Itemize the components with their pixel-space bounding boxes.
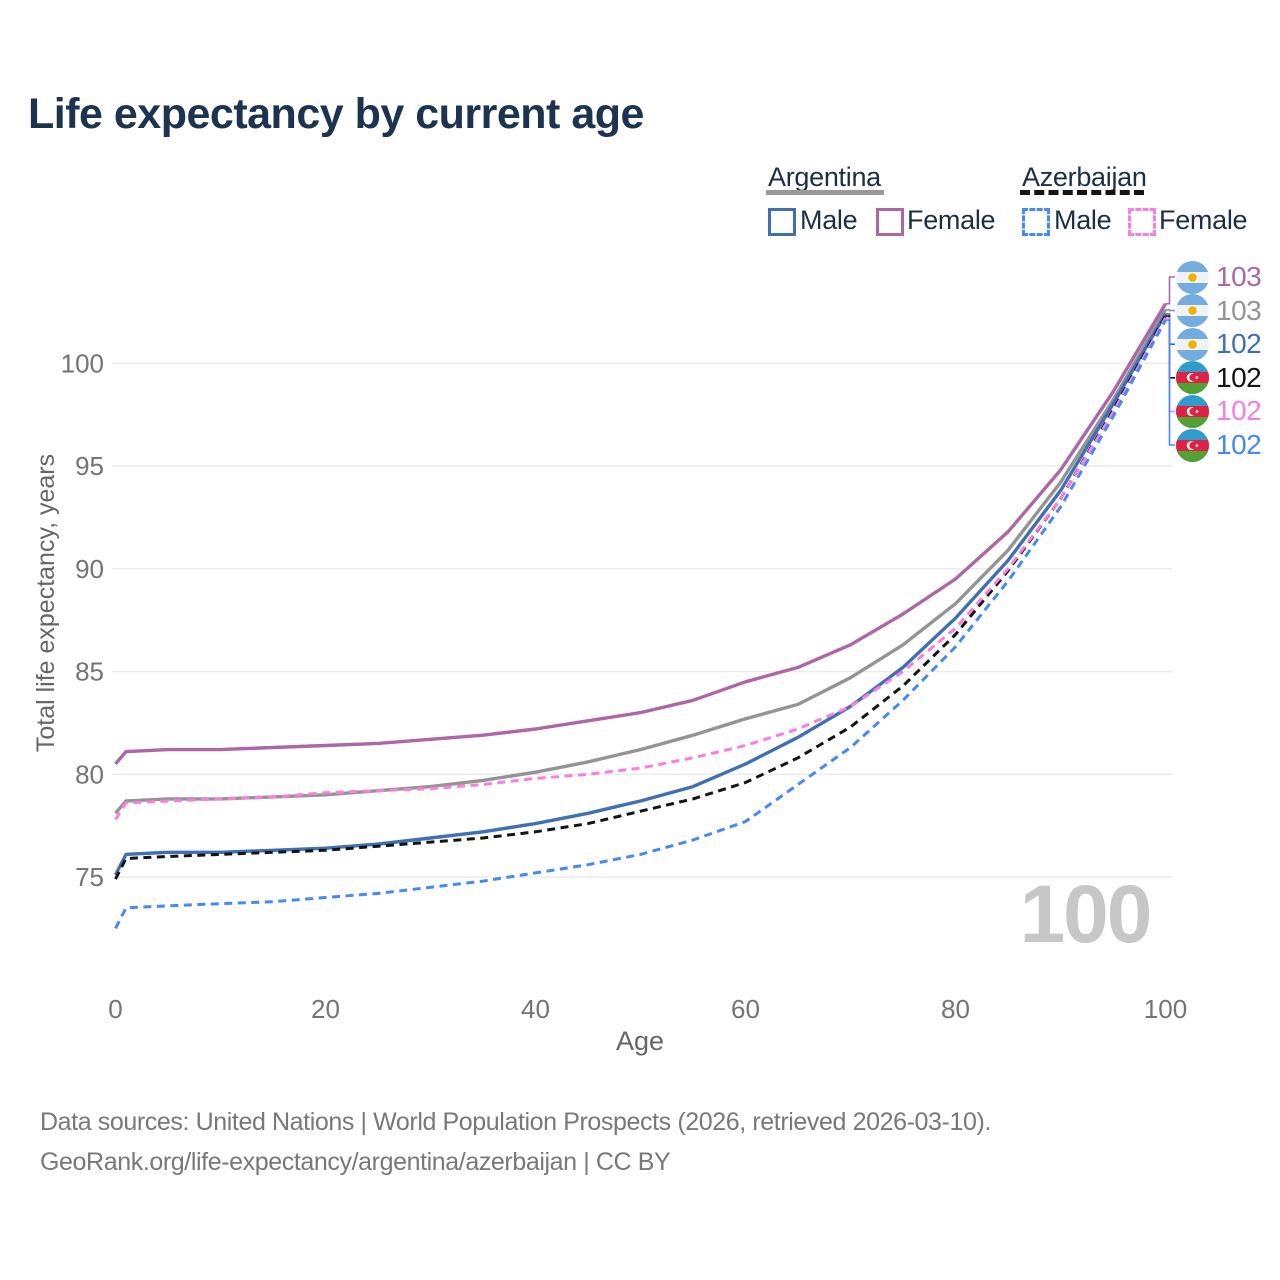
legend-country-azerbaijan[interactable]: Azerbaijan	[1022, 162, 1147, 192]
x-tick-label: 20	[311, 994, 340, 1024]
x-tick-label: 100	[1144, 994, 1187, 1024]
x-axis-title: Age	[615, 1026, 665, 1056]
series-end-value: 102	[1216, 361, 1262, 393]
y-tick-label: 100	[61, 348, 104, 378]
leader-line-argentina-both-sexes	[1165, 309, 1175, 312]
series-end-label-argentina-male: 102	[1176, 327, 1262, 361]
argentina-flag-icon	[1176, 260, 1209, 294]
x-tick-label: 60	[731, 994, 760, 1024]
azerbaijan-flag-icon	[1176, 361, 1209, 395]
leader-lines	[1165, 276, 1175, 446]
legend-country-argentina[interactable]: Argentina	[768, 162, 881, 192]
azerbaijan-flag-icon	[1176, 428, 1209, 462]
series-line-azerbaijan-female	[114, 317, 1167, 821]
y-axis-title: Total life expectancy, years	[32, 453, 60, 753]
legend-swatch-argentina-female[interactable]	[876, 208, 904, 236]
x-tick-label: 40	[521, 994, 550, 1024]
y-tick-label: 90	[75, 554, 104, 584]
series-end-value: 102	[1216, 429, 1262, 460]
footer-link: GeoRank.org/life-expectancy/argentina/az…	[40, 1148, 671, 1176]
series-end-label-argentina-female: 103	[1176, 260, 1262, 294]
x-tick-label: 80	[941, 994, 970, 1024]
legend-underline-argentina	[766, 190, 884, 195]
argentina-flag-icon	[1176, 294, 1209, 328]
gridlines	[112, 362, 1172, 878]
leader-line-argentina-female	[1165, 276, 1175, 305]
series-line-argentina-female	[114, 302, 1167, 766]
series-end-label-azerbaijan-both-sexes: 102	[1176, 361, 1262, 395]
series-end-value: 102	[1216, 328, 1262, 360]
series-end-label-argentina-both-sexes: 103	[1176, 294, 1262, 328]
series-line-azerbaijan-male	[114, 319, 1167, 930]
y-tick-label: 95	[75, 451, 104, 481]
series-end-label-azerbaijan-female: 102	[1176, 394, 1262, 428]
argentina-flag-icon	[1176, 327, 1209, 361]
azerbaijan-flag-icon	[1176, 394, 1209, 428]
x-tick-label: 0	[108, 994, 122, 1024]
y-tick-label: 85	[75, 657, 104, 687]
series-end-value: 103	[1216, 261, 1262, 292]
y-tick-label: 80	[75, 759, 104, 789]
legend-item-argentina-female[interactable]: Female	[907, 205, 996, 235]
legend-item-argentina-male[interactable]: Male	[800, 205, 858, 235]
series-line-argentina-male	[113, 313, 1167, 876]
series-end-value: 103	[1216, 294, 1262, 326]
legend-swatch-azerbaijan-female[interactable]	[1128, 208, 1156, 236]
axis-tick-labels: 75 80 85 90 95 100 0 20 40 60 80 100	[61, 348, 1188, 1024]
legend-underline-azerbaijan	[1020, 190, 1144, 195]
page-title: Life expectancy by current age	[28, 90, 644, 138]
series-lines	[113, 302, 1167, 930]
series-line-azerbaijan-both-sexes	[114, 315, 1167, 880]
footer-sources: Data sources: United Nations | World Pop…	[40, 1108, 991, 1136]
age-counter-watermark: 100	[1019, 869, 1153, 960]
leader-line-azerbaijan-male	[1165, 319, 1175, 446]
series-end-label-azerbaijan-male: 102	[1176, 428, 1262, 462]
legend-swatch-argentina-male[interactable]	[768, 208, 796, 236]
legend-item-azerbaijan-male[interactable]: Male	[1054, 205, 1112, 235]
legend-item-azerbaijan-female[interactable]: Female	[1159, 205, 1248, 235]
series-end-value: 102	[1216, 395, 1262, 427]
legend-swatch-azerbaijan-male[interactable]	[1022, 208, 1050, 236]
y-tick-label: 75	[75, 862, 104, 892]
